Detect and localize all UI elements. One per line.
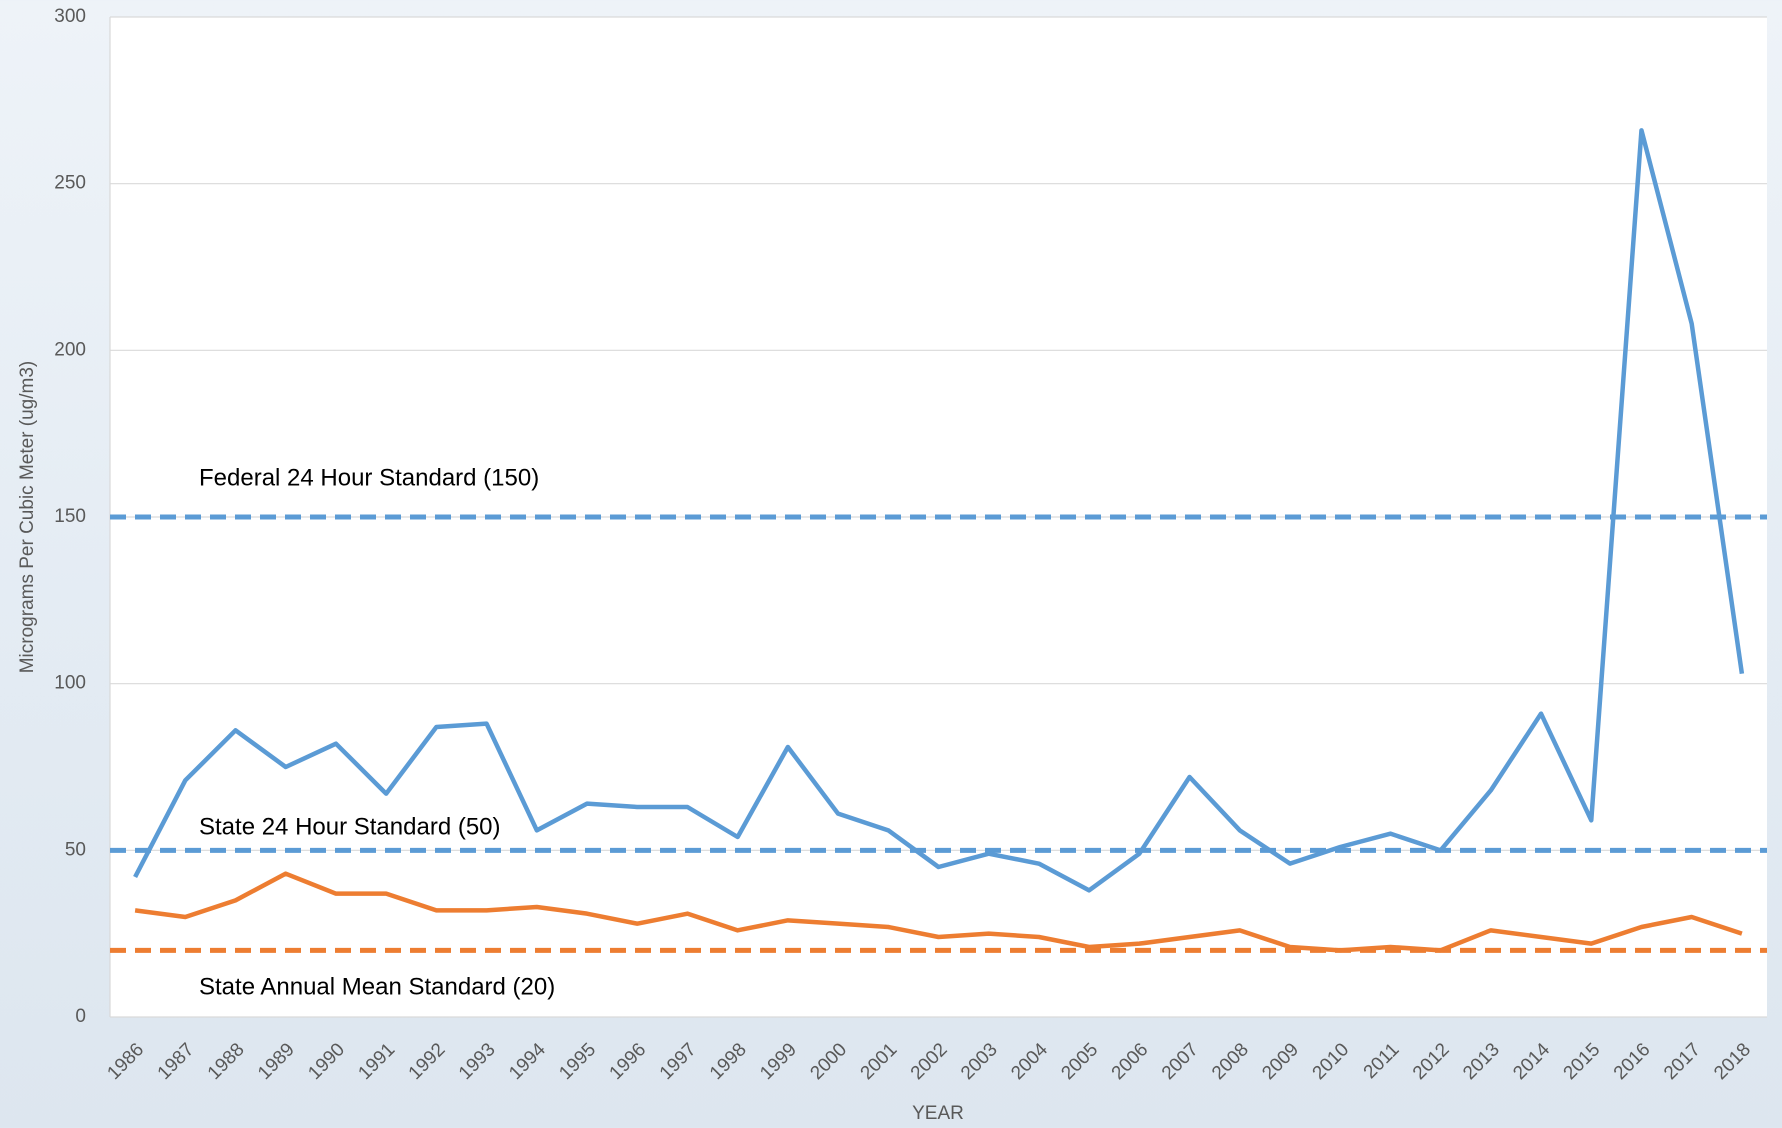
x-tick-label: 2004 — [1007, 1039, 1052, 1084]
x-tick-label: 1993 — [455, 1039, 500, 1084]
x-tick-label: 2015 — [1560, 1039, 1605, 1084]
x-tick-label: 2010 — [1309, 1039, 1354, 1084]
x-tick-label: 2014 — [1509, 1039, 1554, 1084]
y-tick-label: 150 — [54, 506, 86, 527]
x-tick-label: 2016 — [1610, 1039, 1655, 1084]
reference-label: State Annual Mean Standard (20) — [199, 974, 555, 1001]
x-tick-label: 2000 — [806, 1039, 851, 1084]
reference-label: State 24 Hour Standard (50) — [199, 814, 501, 841]
y-tick-label: 50 — [65, 839, 86, 860]
x-axis-label: YEAR — [912, 1103, 964, 1124]
x-tick-label: 2013 — [1459, 1039, 1504, 1084]
x-tick-label: 1986 — [103, 1039, 148, 1084]
reference-label: Federal 24 Hour Standard (150) — [199, 464, 539, 491]
x-tick-label: 2003 — [957, 1039, 1002, 1084]
x-tick-label: 2018 — [1710, 1039, 1755, 1084]
x-tick-label: 1988 — [204, 1039, 249, 1084]
x-tick-label: 2009 — [1258, 1039, 1303, 1084]
x-tick-label: 2006 — [1108, 1039, 1153, 1084]
x-tick-label: 2001 — [857, 1039, 902, 1084]
x-tick-label: 1990 — [304, 1039, 349, 1084]
x-tick-label: 2012 — [1409, 1039, 1454, 1084]
y-tick-label: 100 — [54, 673, 86, 694]
x-tick-label: 1994 — [505, 1039, 550, 1084]
x-tick-label: 1989 — [254, 1039, 299, 1084]
x-tick-label: 1998 — [706, 1039, 751, 1084]
y-tick-label: 200 — [54, 339, 86, 360]
x-tick-label: 1997 — [656, 1039, 701, 1084]
x-tick-label: 2005 — [1057, 1039, 1102, 1084]
x-tick-label: 1996 — [606, 1039, 651, 1084]
x-tick-label: 2011 — [1360, 1039, 1404, 1083]
x-tick-label: 1999 — [756, 1039, 801, 1084]
x-tick-label: 1992 — [405, 1039, 450, 1084]
x-tick-label: 1991 — [355, 1039, 400, 1084]
y-axis-label: Micrograms Per Cubic Meter (ug/m3) — [17, 361, 38, 674]
x-tick-label: 2002 — [907, 1039, 952, 1084]
x-tick-label: 1987 — [154, 1039, 199, 1084]
y-tick-label: 300 — [54, 6, 86, 27]
x-tick-label: 2017 — [1660, 1039, 1705, 1084]
x-tick-label: 2008 — [1208, 1039, 1253, 1084]
x-tick-label: 2007 — [1158, 1039, 1203, 1084]
y-tick-label: 250 — [54, 173, 86, 194]
x-tick-label: 1995 — [555, 1039, 600, 1084]
data-line — [133, 128, 1745, 893]
y-tick-label: 0 — [75, 1006, 86, 1027]
data-line — [134, 871, 1743, 953]
